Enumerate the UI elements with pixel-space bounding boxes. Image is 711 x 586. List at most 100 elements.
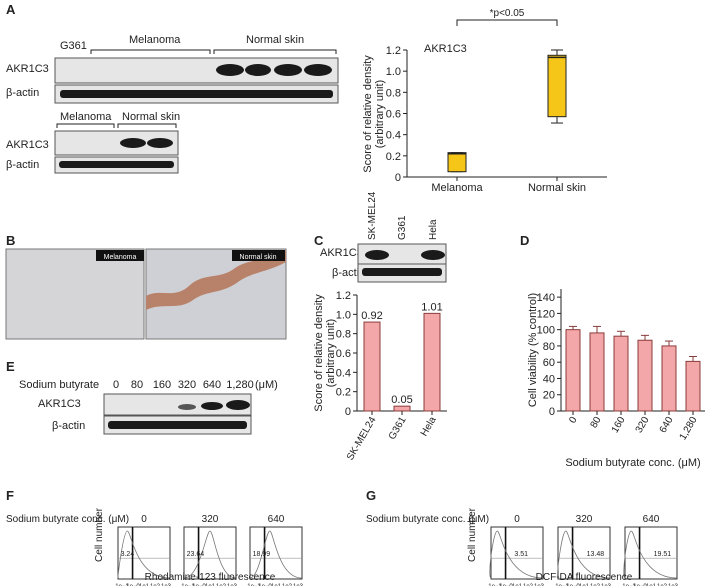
- e-akr1c3-band: [201, 402, 223, 410]
- blot2-lane-normal: Normal skin: [122, 111, 180, 123]
- c-row-bactin: β-actin: [332, 267, 365, 279]
- c-x-tick-label: G361: [387, 415, 409, 442]
- flowF-percentage: 3.24: [121, 551, 135, 558]
- d-bar: [661, 345, 677, 412]
- c-y-tick-label: 1.2: [336, 290, 351, 302]
- panel-label-e: E: [6, 359, 15, 374]
- a-chart-title: AKR1C3: [424, 43, 467, 55]
- flowG-x-tick-label: 1e3: [601, 584, 612, 586]
- flowF-x-tick-label: 1e−0: [192, 584, 206, 586]
- blot1-akr1c3-band: [216, 64, 244, 76]
- e-dose-unit: (μM): [255, 379, 278, 391]
- flowG-percentage: 3.51: [514, 551, 528, 558]
- flowF-dose: 0: [141, 514, 147, 525]
- c-data-label: 0.92: [361, 310, 382, 322]
- panel-label-c: C: [314, 233, 324, 248]
- c-x-tick-label: SK-MEL24: [345, 415, 379, 463]
- flowG-x-tick-label: 1e−0: [633, 584, 647, 586]
- a-y-label: (arbitrary unit): [374, 80, 386, 148]
- blot1-akr1c3-band: [274, 64, 302, 76]
- chart-c-bar: 0 0.2 0.4 0.6 0.8 1.0 1.2 0.92 SK-MEL24 0.05 G361 1…: [313, 290, 447, 462]
- c-y-tick-label: 0.6: [336, 348, 351, 360]
- c-y-tick-label: 0: [345, 406, 351, 418]
- d-y-tick-label: 140: [537, 292, 555, 304]
- c-bar: [393, 405, 411, 412]
- flowG-x-tick-label: 1e1: [646, 584, 657, 586]
- flowF-y-label: Cell number: [94, 507, 105, 562]
- c-akr1c3-band: [365, 250, 389, 260]
- blot1-akr1c3-band: [304, 64, 332, 76]
- flowG-histogram-curve: [557, 530, 611, 579]
- flowG-x-tick-label: 1e1: [579, 584, 590, 586]
- flow-panel-f: Cell number03.241e−11e−01e11e21e332023.6…: [94, 507, 304, 586]
- c-lane-g361: G361: [397, 215, 408, 240]
- blot1-bracket-melanoma: [90, 49, 211, 54]
- flowF-plot-frame: [249, 526, 303, 580]
- flowG-x-tick-label: 1e−0: [499, 584, 513, 586]
- flowF-x-tick-label: 1e1: [139, 584, 150, 586]
- flowF-x-label: Rhodamine-123 fluorescence: [145, 572, 276, 583]
- a-box: [447, 152, 467, 173]
- e-dose: 640: [203, 379, 221, 391]
- a-y-tick-label: 1.0: [386, 66, 401, 78]
- flowF-x-tick-label: 1e−0: [258, 584, 272, 586]
- blot2-bactin-band: [59, 161, 174, 168]
- flowF-x-tick-label: 1e−1: [247, 584, 261, 586]
- flowF-histogram-curve: [183, 530, 237, 579]
- flowG-histogram-curve: [623, 530, 678, 579]
- flowF-plot-frame: [183, 526, 237, 580]
- blot2-row-bactin: β-actin: [6, 159, 39, 171]
- e-dose: 80: [131, 379, 143, 391]
- c-row-akr1c3: AKR1C3: [320, 247, 363, 259]
- flowG-x-tick-label: 1e3: [534, 584, 545, 586]
- blot1-row-bactin: β-actin: [6, 87, 39, 99]
- flowF-x-tick-label: 1e1: [271, 584, 282, 586]
- flowG-x-tick-label: 1e−0: [566, 584, 580, 586]
- a-y-tick-label: 0.6: [386, 109, 401, 121]
- tag-melanoma: [96, 250, 144, 261]
- flowF-histogram-curve: [249, 530, 303, 579]
- c-y-tick-label: 0.2: [336, 387, 351, 399]
- histology-image: Melanoma Normal skin: [5, 248, 287, 340]
- c-x-tick-label: Hela: [419, 415, 439, 439]
- a-x-tick-label: Melanoma: [431, 182, 483, 194]
- blot1-lane-normal: Normal skin: [246, 34, 304, 46]
- d-x-tick-label: 80: [589, 415, 604, 431]
- d-y-tick-label: 100: [537, 325, 555, 337]
- blot2-akr1c3-band: [120, 138, 146, 148]
- d-y-tick-label: 60: [543, 357, 555, 369]
- flowF-x-tick-label: 1e−1: [115, 584, 129, 586]
- tag-melanoma-text: Melanoma: [104, 254, 137, 261]
- blot2-bracket-normal: [117, 123, 177, 128]
- c-y-tick-label: 1.0: [336, 309, 351, 321]
- flowG-x-tick-label: 1e3: [668, 584, 679, 586]
- g-condition-label: Sodium butyrate conc. (μM): [366, 514, 489, 525]
- flowF-x-tick-label: 1e1: [205, 584, 216, 586]
- d-y-label: Cell viability (% control): [527, 293, 539, 407]
- chart-d-bar: 0 20 40 60 80 100 120 140 0 80 160 320 640 1,280 Cell …: [527, 289, 705, 469]
- epidermis-stain: [146, 250, 286, 310]
- panel-label-b: B: [6, 233, 15, 248]
- flowG-dose: 320: [576, 514, 593, 525]
- d-y-tick-label: 0: [549, 406, 555, 418]
- a-y-tick-label: 0.8: [386, 87, 401, 99]
- flowG-plot-frame: [557, 526, 611, 580]
- blot2-row-akr1c3: AKR1C3: [6, 139, 49, 151]
- chart-a-boxplot: 0 0.2 0.4 0.6 0.8 1.0 1.2 Melanoma Normal skin AK…: [362, 8, 607, 194]
- blot1-bracket-normal: [213, 49, 337, 54]
- a-y-tick-label: 1.2: [386, 45, 401, 57]
- c-bar: [423, 312, 441, 412]
- d-x-tick-label: 640: [658, 415, 676, 435]
- d-x-tick-label: 1,280: [678, 415, 700, 443]
- a-y-tick-label: 0.4: [386, 130, 401, 142]
- flowG-x-label: DCF-DA fluorescence: [536, 572, 633, 583]
- flowG-y-label: Cell number: [467, 507, 478, 562]
- c-y-tick-label: 0.4: [336, 367, 351, 379]
- flowF-x-tick-label: 1e3: [293, 584, 304, 586]
- flowG-x-tick-label: 1e−1: [555, 584, 569, 586]
- flowG-histogram-curve: [489, 530, 544, 579]
- flowG-x-tick-label: 1e−1: [488, 584, 502, 586]
- flowF-percentage: 23.64: [187, 551, 205, 558]
- blot1-row-akr1c3: AKR1C3: [6, 63, 49, 75]
- c-y-label: Score of relative density: [313, 294, 325, 412]
